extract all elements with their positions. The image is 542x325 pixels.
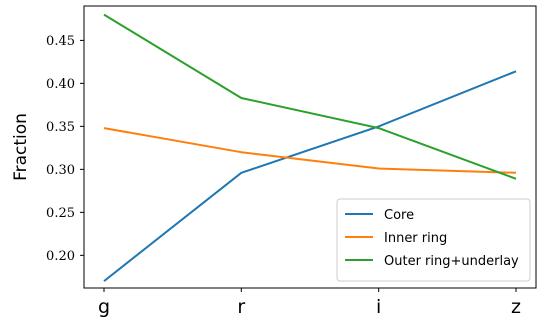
legend: Core Inner ring Outer ring+underlay bbox=[336, 198, 531, 282]
y-tick-label: 0.45 bbox=[46, 34, 75, 49]
series-layer bbox=[103, 13, 517, 282]
y-tick-label: 0.25 bbox=[46, 206, 75, 221]
y-tick-label: 0.40 bbox=[46, 77, 75, 92]
y-axis-label: Fraction bbox=[11, 113, 31, 181]
axes-frame bbox=[83, 5, 537, 289]
y-tick-label: 0.30 bbox=[46, 163, 75, 178]
x-tick-label: i bbox=[376, 296, 381, 318]
legend-box bbox=[336, 198, 531, 282]
legend-label-1: Core bbox=[384, 208, 414, 223]
axes-layer: 0.20 0.25 0.30 0.35 0.40 0.45 g r i z bbox=[46, 5, 537, 318]
y-tick-label: 0.35 bbox=[46, 120, 75, 135]
legend-label-2: Inner ring bbox=[384, 231, 447, 246]
legend-label-3: Outer ring+underlay bbox=[384, 254, 519, 269]
series-line-3 bbox=[103, 13, 517, 180]
series-line-1 bbox=[103, 70, 517, 282]
series-line-2 bbox=[103, 127, 517, 174]
x-tick-label: r bbox=[237, 296, 245, 318]
x-tick-label: g bbox=[98, 296, 110, 318]
x-tick-label: z bbox=[511, 296, 521, 318]
y-tick-label: 0.20 bbox=[46, 249, 75, 264]
